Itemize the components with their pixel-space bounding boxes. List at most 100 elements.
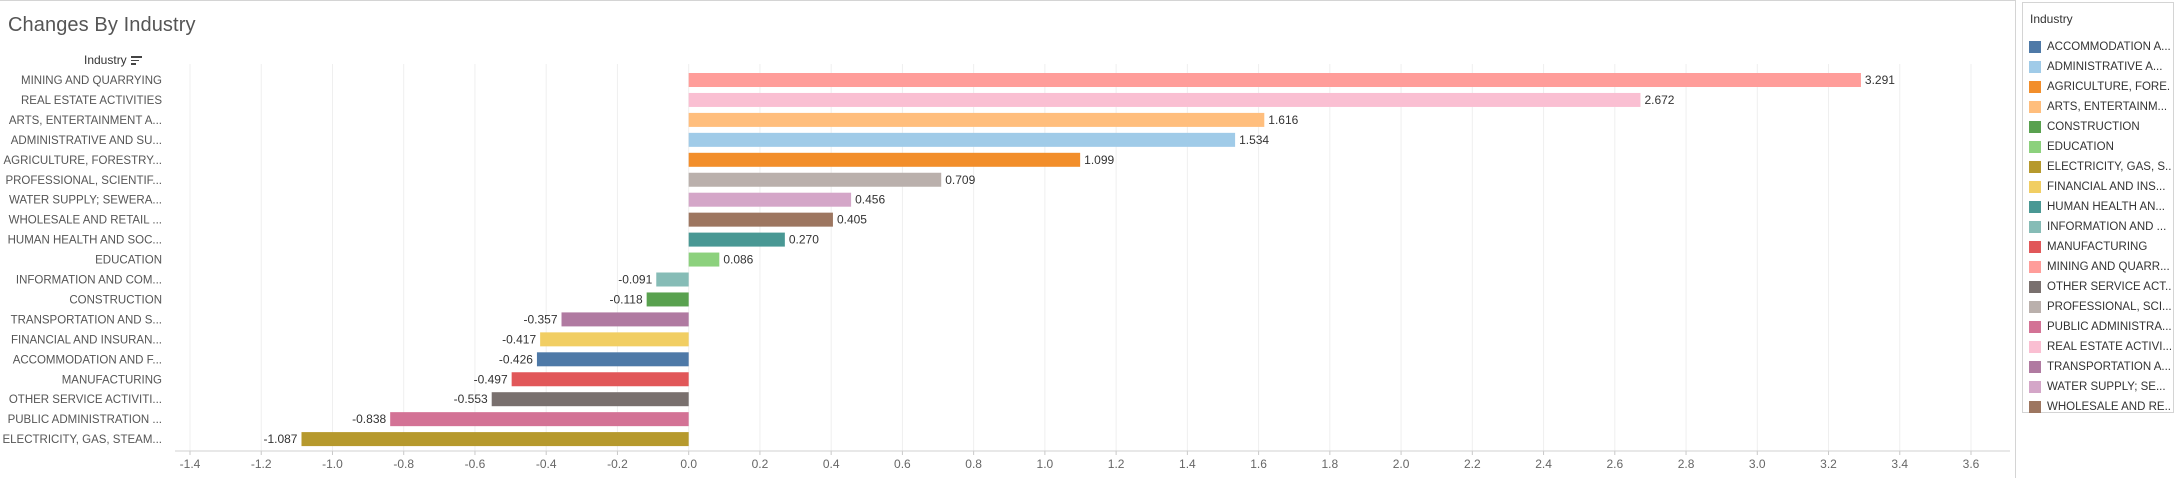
x-tick-label: 1.6 bbox=[1250, 457, 1267, 471]
bar[interactable] bbox=[491, 392, 689, 407]
legend-item[interactable]: ELECTRICITY, GAS, S... bbox=[2029, 157, 2171, 177]
legend-item[interactable]: CONSTRUCTION bbox=[2029, 117, 2171, 137]
x-tick-label: 2.2 bbox=[1464, 457, 1481, 471]
x-tick-label: 3.0 bbox=[1749, 457, 1766, 471]
legend-label: INFORMATION AND ... bbox=[2047, 221, 2167, 233]
x-tick-label: 2.4 bbox=[1535, 457, 1552, 471]
bar[interactable] bbox=[656, 272, 689, 287]
x-tick-label: 0.2 bbox=[752, 457, 769, 471]
bar[interactable] bbox=[301, 432, 689, 447]
legend-item[interactable]: FINANCIAL AND INS... bbox=[2029, 177, 2171, 197]
bar[interactable] bbox=[511, 372, 689, 387]
legend-swatch bbox=[2029, 301, 2041, 313]
legend-label: MINING AND QUARR... bbox=[2047, 261, 2170, 273]
legend-item[interactable]: ADMINISTRATIVE A... bbox=[2029, 57, 2171, 77]
bar[interactable] bbox=[688, 192, 852, 207]
x-tick-label: 0.8 bbox=[965, 457, 982, 471]
x-tick-label: 0.4 bbox=[823, 457, 840, 471]
legend-label: CONSTRUCTION bbox=[2047, 121, 2140, 133]
bar[interactable] bbox=[688, 172, 942, 187]
bar[interactable] bbox=[540, 332, 689, 347]
category-label: MINING AND QUARRYING bbox=[21, 75, 162, 87]
data-label: 2.672 bbox=[1644, 93, 1674, 107]
x-tick-label: -0.4 bbox=[536, 457, 557, 471]
category-labels: MINING AND QUARRYING REAL ESTATE ACTIVITI… bbox=[2, 75, 162, 446]
bar[interactable] bbox=[536, 352, 689, 367]
legend-swatch bbox=[2029, 141, 2041, 153]
legend-item[interactable]: PROFESSIONAL, SCI... bbox=[2029, 297, 2171, 317]
legend-item[interactable]: AGRICULTURE, FORE... bbox=[2029, 77, 2171, 97]
legend-swatch bbox=[2029, 341, 2041, 353]
legend-swatch bbox=[2029, 361, 2041, 373]
legend-label: OTHER SERVICE ACT... bbox=[2047, 281, 2171, 293]
legend-item[interactable]: MINING AND QUARR... bbox=[2029, 257, 2171, 277]
category-label: WATER SUPPLY; SEWERA... bbox=[9, 195, 162, 207]
legend-item[interactable]: ARTS, ENTERTAINM... bbox=[2029, 97, 2171, 117]
x-tick-label: 2.0 bbox=[1393, 457, 1410, 471]
bar[interactable] bbox=[646, 292, 689, 307]
data-label: 0.709 bbox=[945, 173, 975, 187]
legend-swatch bbox=[2029, 121, 2041, 133]
x-tick-label: 1.2 bbox=[1108, 457, 1125, 471]
x-tick-label: -1.2 bbox=[251, 457, 272, 471]
bar[interactable] bbox=[390, 412, 689, 427]
bar[interactable] bbox=[688, 73, 1861, 87]
sort-descending-icon[interactable] bbox=[130, 55, 143, 65]
legend-item[interactable]: OTHER SERVICE ACT... bbox=[2029, 277, 2171, 297]
legend-label: ARTS, ENTERTAINM... bbox=[2047, 101, 2168, 113]
bar-chart: MINING AND QUARRYING REAL ESTATE ACTIVITI… bbox=[2, 64, 2010, 471]
legend-label: WHOLESALE AND RE... bbox=[2047, 401, 2171, 413]
data-label: 0.405 bbox=[837, 213, 867, 227]
legend-item[interactable]: WHOLESALE AND RE... bbox=[2029, 397, 2171, 417]
legend-label: ACCOMMODATION A... bbox=[2047, 41, 2171, 53]
legend-swatch bbox=[2029, 201, 2041, 213]
bar[interactable] bbox=[688, 232, 785, 247]
data-label: -0.417 bbox=[502, 332, 536, 346]
x-tick-label: 3.4 bbox=[1891, 457, 1908, 471]
x-tick-label: 3.2 bbox=[1820, 457, 1837, 471]
x-tick-label: 1.0 bbox=[1037, 457, 1054, 471]
category-label: PROFESSIONAL, SCIENTIF... bbox=[5, 175, 162, 187]
bar[interactable] bbox=[688, 92, 1641, 107]
category-label: ADMINISTRATIVE AND SU... bbox=[11, 135, 162, 147]
legend-item[interactable]: ACCOMMODATION A... bbox=[2029, 37, 2171, 57]
legend-swatch bbox=[2029, 101, 2041, 113]
legend-label: ELECTRICITY, GAS, S... bbox=[2047, 161, 2171, 173]
data-label: -0.426 bbox=[499, 352, 533, 366]
legend-swatch bbox=[2029, 81, 2041, 93]
bar[interactable] bbox=[688, 132, 1236, 147]
category-label: ARTS, ENTERTAINMENT A... bbox=[9, 115, 162, 127]
legend-item[interactable]: WATER SUPPLY; SE... bbox=[2029, 377, 2171, 397]
legend-item[interactable]: EDUCATION bbox=[2029, 137, 2171, 157]
legend-item[interactable]: MANUFACTURING bbox=[2029, 237, 2171, 257]
legend-item[interactable]: REAL ESTATE ACTIVI... bbox=[2029, 337, 2171, 357]
bar[interactable] bbox=[688, 212, 833, 227]
x-tick-label: 1.8 bbox=[1321, 457, 1338, 471]
legend-item[interactable]: INFORMATION AND ... bbox=[2029, 217, 2171, 237]
bar[interactable] bbox=[688, 152, 1081, 167]
industry-column-header[interactable]: Industry bbox=[84, 53, 143, 67]
x-tick-label: -1.0 bbox=[322, 457, 343, 471]
legend-item[interactable]: HUMAN HEALTH AN... bbox=[2029, 197, 2171, 217]
legend-item[interactable]: TRANSPORTATION A... bbox=[2029, 357, 2171, 377]
category-label: PUBLIC ADMINISTRATION ... bbox=[8, 414, 162, 426]
bars bbox=[301, 73, 1861, 447]
legend-item[interactable]: PUBLIC ADMINISTRA... bbox=[2029, 317, 2171, 337]
data-label: -0.553 bbox=[454, 392, 488, 406]
legend-swatch bbox=[2029, 181, 2041, 193]
legend-swatch bbox=[2029, 161, 2041, 173]
category-label: HUMAN HEALTH AND SOC... bbox=[8, 235, 162, 247]
x-tick-label: 2.8 bbox=[1678, 457, 1695, 471]
data-label: 3.291 bbox=[1865, 73, 1895, 87]
bar[interactable] bbox=[688, 252, 720, 267]
industry-header-label: Industry bbox=[84, 53, 127, 67]
category-label: EDUCATION bbox=[95, 255, 162, 267]
legend-swatch bbox=[2029, 221, 2041, 233]
category-label: WHOLESALE AND RETAIL ... bbox=[9, 215, 162, 227]
x-tick-label: 0.0 bbox=[680, 457, 697, 471]
x-tick-label: -0.8 bbox=[393, 457, 414, 471]
bar[interactable] bbox=[688, 112, 1265, 127]
bar[interactable] bbox=[561, 312, 689, 327]
x-tick-label: -0.6 bbox=[465, 457, 486, 471]
chart-frame bbox=[0, 0, 2016, 478]
